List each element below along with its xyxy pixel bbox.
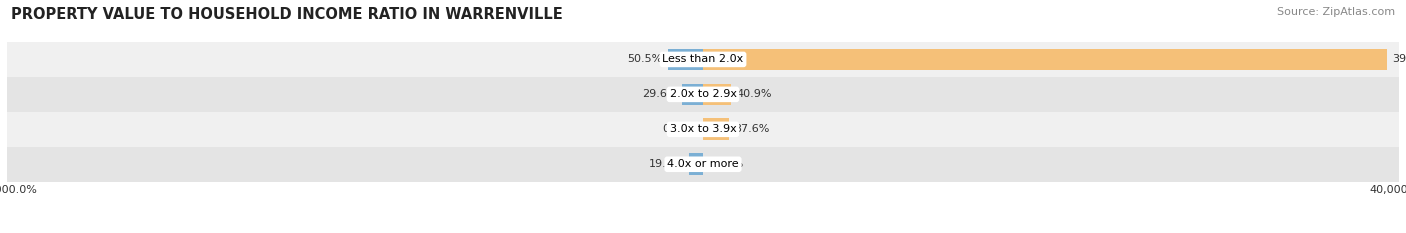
Bar	[7, 112, 1399, 147]
Bar	[7, 42, 1399, 77]
Bar	[703, 84, 731, 105]
Text: 19.9%: 19.9%	[648, 159, 683, 169]
Text: 50.5%: 50.5%	[627, 55, 662, 64]
Text: 2.0x to 2.9x: 2.0x to 2.9x	[669, 89, 737, 99]
Text: 3.0x to 3.9x: 3.0x to 3.9x	[669, 124, 737, 134]
Text: 0.0%: 0.0%	[662, 124, 690, 134]
Bar	[703, 49, 1386, 70]
Bar	[7, 147, 1399, 182]
Bar	[7, 77, 1399, 112]
Text: PROPERTY VALUE TO HOUSEHOLD INCOME RATIO IN WARRENVILLE: PROPERTY VALUE TO HOUSEHOLD INCOME RATIO…	[11, 7, 562, 22]
Text: Less than 2.0x: Less than 2.0x	[662, 55, 744, 64]
Bar	[703, 118, 730, 140]
Text: 37.6%: 37.6%	[734, 124, 769, 134]
Text: Source: ZipAtlas.com: Source: ZipAtlas.com	[1277, 7, 1395, 17]
Text: 0.0%: 0.0%	[716, 159, 744, 169]
Text: 4.0x or more: 4.0x or more	[668, 159, 738, 169]
Bar	[682, 84, 703, 105]
Bar	[668, 49, 703, 70]
Text: 39,306.0%: 39,306.0%	[1392, 55, 1406, 64]
Text: 29.6%: 29.6%	[641, 89, 678, 99]
Bar	[689, 154, 703, 175]
Text: 40.9%: 40.9%	[737, 89, 772, 99]
